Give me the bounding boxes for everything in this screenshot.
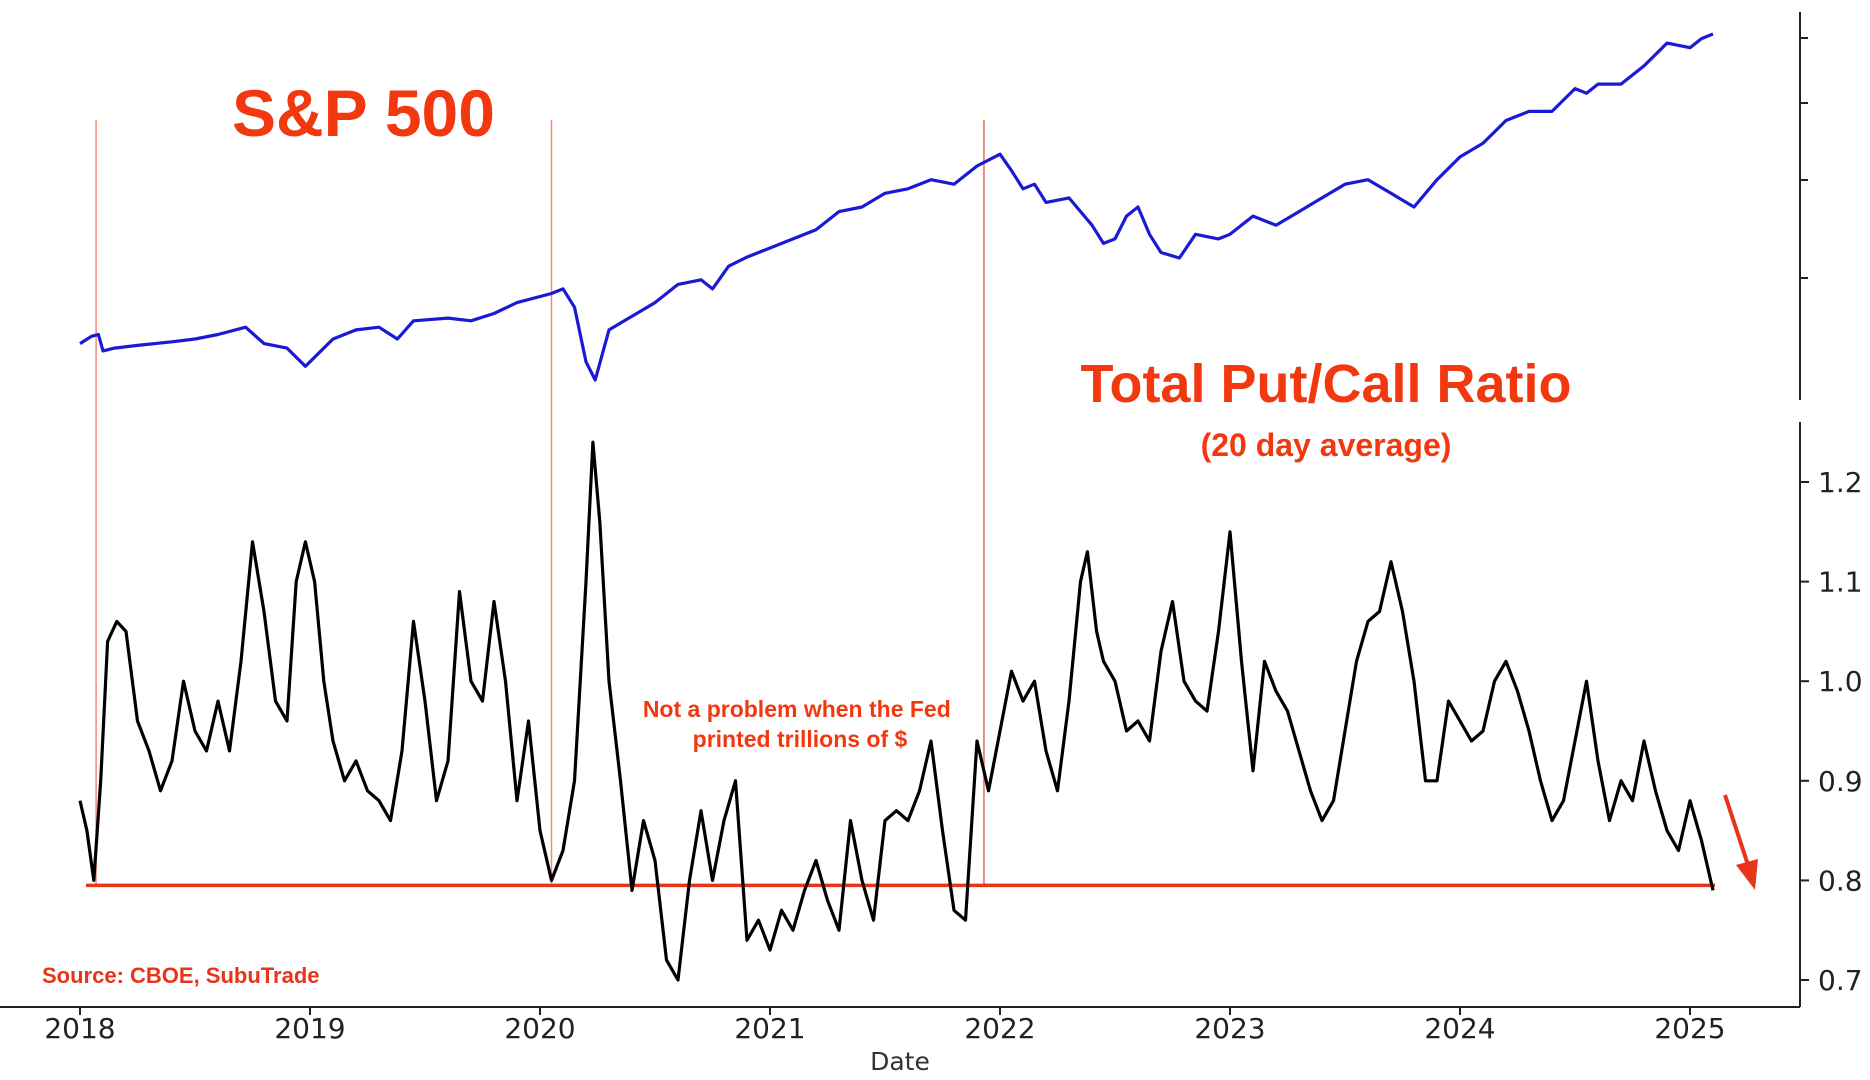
x-tick-label: 2021 xyxy=(734,1012,805,1045)
put-call-title: Total Put/Call Ratio xyxy=(1080,354,1571,414)
x-tick-label: 2019 xyxy=(274,1012,345,1045)
y-tick-label: 1.0 xyxy=(1818,665,1863,698)
x-tick-label: 2024 xyxy=(1424,1012,1495,1045)
sp500-title: S&P 500 xyxy=(232,76,495,150)
fed-annotation: Not a problem when the Fed printed trill… xyxy=(643,696,957,752)
put-call-subtitle: (20 day average) xyxy=(1201,427,1452,463)
down-arrow-icon xyxy=(1723,794,1758,890)
put-call-y-ticks: 0.7 0.8 0.9 1.0 1.1 1.2 xyxy=(1800,466,1863,997)
y-tick-label: 0.9 xyxy=(1818,765,1863,798)
x-axis-ticks: 2018 2019 2020 2021 2022 2023 2024 2025 xyxy=(44,1007,1726,1045)
x-tick-label: 2023 xyxy=(1194,1012,1265,1045)
upper-axis-ticks xyxy=(1800,37,1808,279)
event-marker-lines xyxy=(95,120,985,886)
source-note: Source: CBOE, SubuTrade xyxy=(42,963,320,988)
sp500-line xyxy=(79,32,1714,382)
x-axis-label: Date xyxy=(870,1047,930,1076)
x-tick-label: 2018 xyxy=(44,1012,115,1045)
x-tick-label: 2022 xyxy=(964,1012,1035,1045)
y-tick-label: 1.2 xyxy=(1818,466,1863,499)
y-tick-label: 0.8 xyxy=(1818,864,1863,897)
x-tick-label: 2020 xyxy=(504,1012,575,1045)
y-tick-label: 1.1 xyxy=(1818,566,1863,599)
x-tick-label: 2025 xyxy=(1654,1012,1725,1045)
y-tick-label: 0.7 xyxy=(1818,964,1863,997)
put-call-line xyxy=(78,440,1715,982)
